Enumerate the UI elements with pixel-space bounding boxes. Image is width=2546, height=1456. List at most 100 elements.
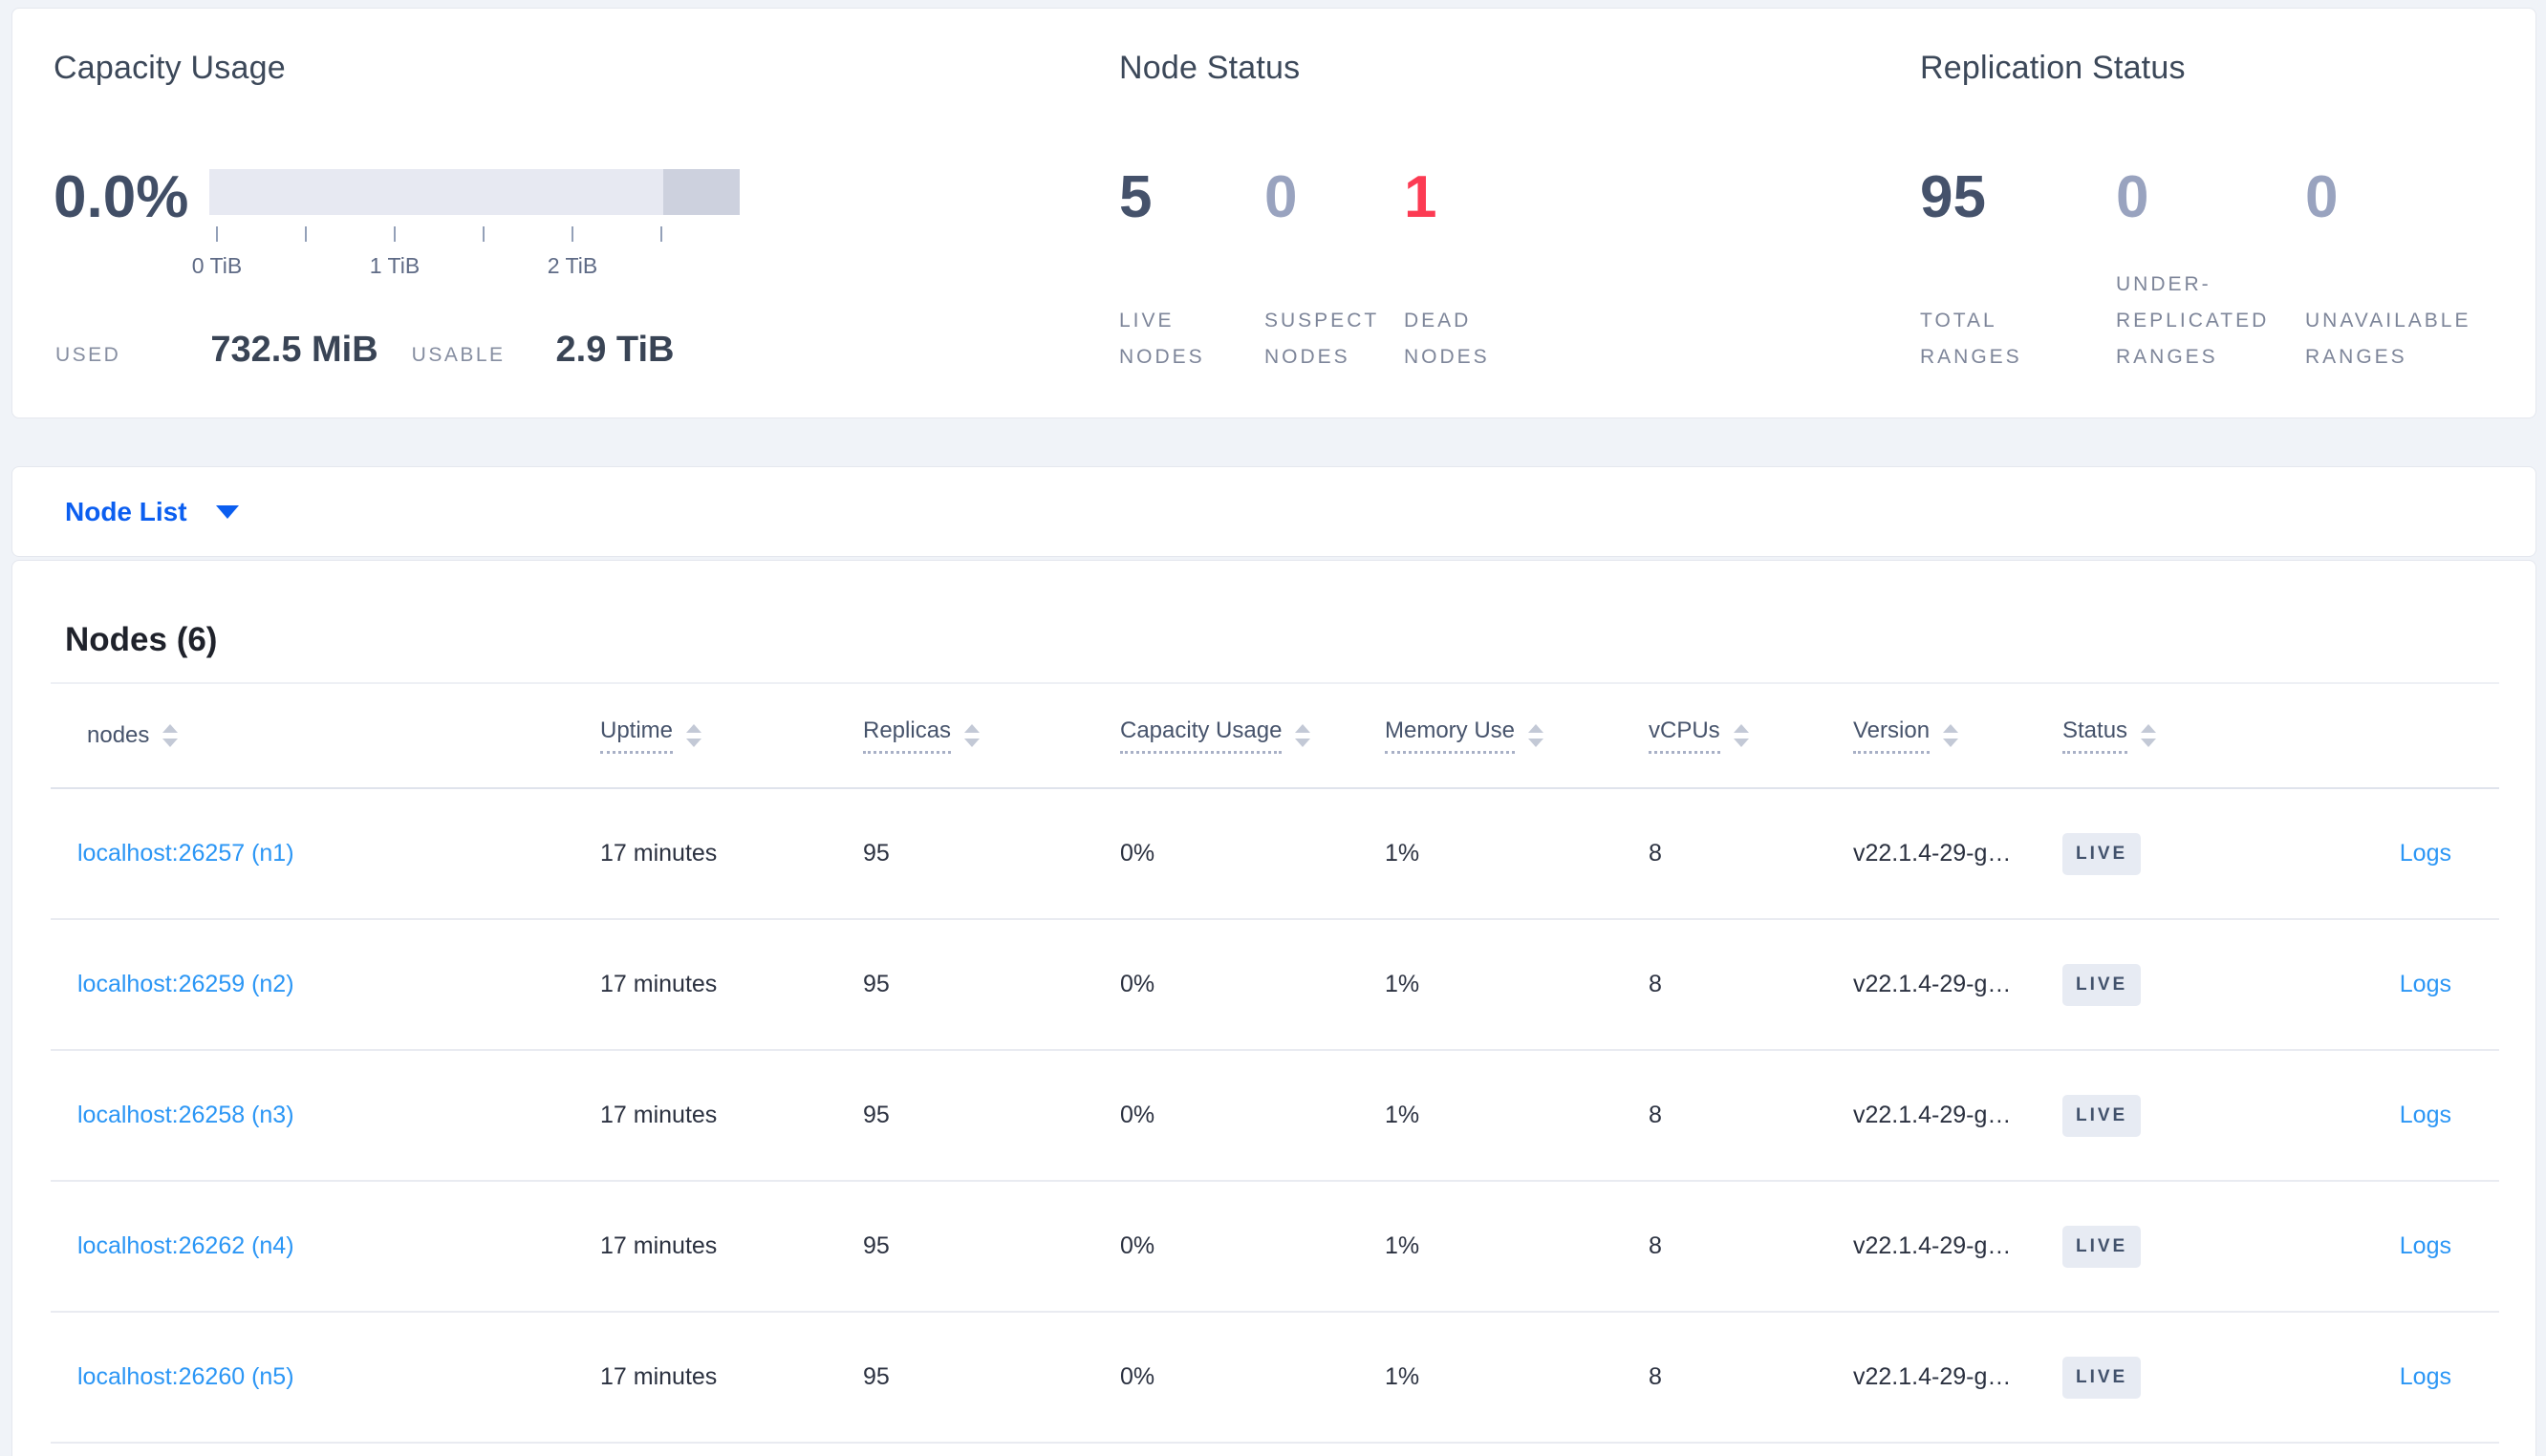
used-label: USED (55, 344, 121, 366)
table-row: localhost:26262 (n4) 17 minutes 95 0% 1%… (51, 1182, 2499, 1313)
node-status-stats: 5 LIVE NODES 0 SUSPECT NODES 1 DEAD NODE… (1119, 164, 1920, 375)
node-list-dropdown[interactable]: Node List (65, 497, 239, 527)
logs-link[interactable]: Logs (2399, 1363, 2451, 1390)
column-header-nodes[interactable]: nodes (51, 722, 600, 749)
vcpus-cell: 8 (1649, 1232, 1662, 1259)
uptime-cell: 17 minutes (600, 1232, 718, 1259)
uptime-cell: 17 minutes (600, 1363, 718, 1390)
column-header-replicas[interactable]: Replicas (863, 717, 1120, 754)
version-cell: v22.1.4-29-g… (1853, 840, 2012, 867)
node-link[interactable]: localhost:26257 (n1) (77, 840, 294, 867)
replication-status-title: Replication Status (1920, 50, 2186, 86)
table-row: localhost:26258 (n3) 17 minutes 95 0% 1%… (51, 1051, 2499, 1182)
column-header-capacity-usage[interactable]: Capacity Usage (1120, 717, 1385, 754)
axis-tick (660, 226, 662, 242)
sort-arrows-icon (686, 724, 702, 747)
logs-link[interactable]: Logs (2399, 971, 2451, 997)
total-ranges-label: TOTAL RANGES (1920, 310, 2022, 368)
unavailable-ranges-label: UNAVAILABLE RANGES (2305, 310, 2471, 368)
column-header-label: Replicas (863, 717, 952, 754)
axis-tick (572, 226, 573, 242)
memory-use-cell: 1% (1385, 1363, 1420, 1390)
column-header-label: Uptime (600, 717, 674, 754)
node-link[interactable]: localhost:26259 (n2) (77, 971, 294, 997)
dead-nodes-stat: 1 DEAD NODES (1404, 164, 1514, 375)
suspect-nodes-count: 0 (1264, 164, 1298, 230)
node-list-dropdown-label: Node List (65, 496, 187, 526)
sort-arrows-icon (1943, 724, 1959, 747)
live-nodes-count: 5 (1119, 164, 1153, 230)
sort-arrows-icon (1528, 724, 1544, 747)
logs-link[interactable]: Logs (2399, 840, 2451, 867)
uptime-cell: 17 minutes (600, 840, 718, 867)
capacity-usage-cell: 0% (1120, 971, 1155, 997)
node-link[interactable]: localhost:26260 (n5) (77, 1363, 294, 1390)
capacity-usage-cell: 0% (1120, 1102, 1155, 1128)
under-replicated-ranges-stat: 0 UNDER-REPLICATED RANGES (2116, 168, 2305, 375)
axis-tick-label: 0 TiB (191, 253, 243, 278)
table-row: localhost:26260 (n5) 17 minutes 95 0% 1%… (51, 1313, 2499, 1444)
capacity-bar: 0 TiB 1 TiB 2 TiB (192, 169, 740, 282)
logs-link[interactable]: Logs (2399, 1232, 2451, 1259)
axis-tick-label: 1 TiB (369, 253, 421, 278)
axis-tick-label: 2 TiB (547, 253, 598, 278)
nodes-table: nodes Uptime Replicas Capacity Usage Mem… (51, 682, 2499, 1444)
live-nodes-stat: 5 LIVE NODES (1119, 164, 1264, 375)
cluster-summary-panel: Capacity Usage 0.0% 0 TiB (11, 8, 2536, 418)
capacity-usage-title: Capacity Usage (54, 50, 286, 86)
column-header-label: vCPUs (1649, 717, 1720, 754)
memory-use-cell: 1% (1385, 1232, 1420, 1259)
version-cell: v22.1.4-29-g… (1853, 1363, 2012, 1390)
capacity-used-percent: 0.0% (54, 164, 189, 230)
under-replicated-ranges-label: UNDER-REPLICATED RANGES (2116, 273, 2270, 368)
column-header-label: Capacity Usage (1120, 717, 1283, 754)
column-header-label: Memory Use (1385, 717, 1516, 754)
nodes-heading: Nodes (6) (65, 621, 218, 658)
sort-arrows-icon (2141, 724, 2157, 747)
capacity-bar-usable-segment (209, 169, 663, 215)
status-badge: LIVE (2062, 963, 2142, 1006)
total-ranges-stat: 95 TOTAL RANGES (1920, 168, 2116, 375)
column-header-version[interactable]: Version (1853, 717, 2062, 754)
memory-use-cell: 1% (1385, 1102, 1420, 1128)
capacity-used-usable-stats: USED 732.5 MiB USABLE 2.9 TiB (54, 330, 1119, 371)
column-header-memory-use[interactable]: Memory Use (1385, 717, 1649, 754)
suspect-nodes-label: SUSPECT NODES (1264, 310, 1379, 368)
live-nodes-label: LIVE NODES (1119, 310, 1205, 368)
capacity-usage-cell: 0% (1120, 1363, 1155, 1390)
replication-status-section: Replication Status 95 TOTAL RANGES 0 UND… (1920, 9, 2535, 418)
status-badge: LIVE (2062, 832, 2142, 875)
column-header-vcpus[interactable]: vCPUs (1649, 717, 1853, 754)
axis-tick (305, 226, 307, 242)
replicas-cell: 95 (863, 971, 890, 997)
status-badge: LIVE (2062, 1225, 2142, 1268)
status-badge: LIVE (2062, 1356, 2142, 1399)
node-status-section: Node Status 5 LIVE NODES 0 SUSPECT NODES… (1119, 9, 1920, 418)
sort-arrows-icon (162, 724, 179, 747)
version-cell: v22.1.4-29-g… (1853, 1232, 2012, 1259)
sort-arrows-icon (964, 724, 981, 747)
node-list-dropdown-bar: Node List (11, 466, 2536, 557)
usable-label: USABLE (411, 344, 506, 366)
memory-use-cell: 1% (1385, 840, 1420, 867)
sort-arrows-icon (1733, 724, 1749, 747)
version-cell: v22.1.4-29-g… (1853, 1102, 2012, 1128)
dead-nodes-label: DEAD NODES (1404, 310, 1490, 368)
table-row: localhost:26257 (n1) 17 minutes 95 0% 1%… (51, 789, 2499, 920)
replicas-cell: 95 (863, 840, 890, 867)
replicas-cell: 95 (863, 1102, 890, 1128)
capacity-gauge: 0.0% 0 TiB 1 TiB 2 (54, 164, 1119, 282)
node-link[interactable]: localhost:26262 (n4) (77, 1232, 294, 1259)
column-header-status[interactable]: Status (2062, 717, 2268, 754)
vcpus-cell: 8 (1649, 1102, 1662, 1128)
column-header-uptime[interactable]: Uptime (600, 717, 863, 754)
table-row: localhost:26259 (n2) 17 minutes 95 0% 1%… (51, 920, 2499, 1051)
table-header-row: nodes Uptime Replicas Capacity Usage Mem… (51, 682, 2499, 789)
used-value: 732.5 MiB (210, 330, 378, 370)
usable-value: 2.9 TiB (555, 330, 675, 370)
node-link[interactable]: localhost:26258 (n3) (77, 1102, 294, 1128)
dead-nodes-count: 1 (1404, 164, 1437, 230)
uptime-cell: 17 minutes (600, 1102, 718, 1128)
logs-link[interactable]: Logs (2399, 1102, 2451, 1128)
